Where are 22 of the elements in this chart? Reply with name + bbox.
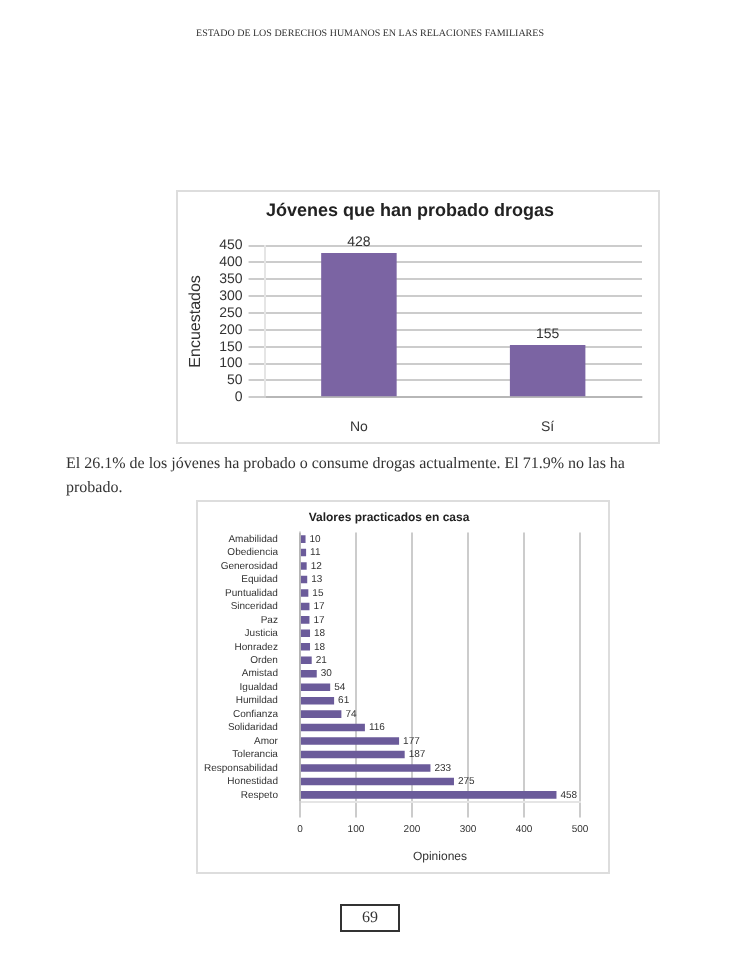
text: 69: [340, 904, 400, 932]
bar: [300, 629, 311, 638]
y-axis-title: Encuestados: [186, 275, 205, 368]
bar: [300, 616, 310, 624]
bar: [300, 562, 307, 570]
bar: [300, 696, 335, 705]
bar: [300, 535, 306, 543]
bar: [300, 548, 307, 557]
bar: [300, 750, 405, 759]
bar: [300, 683, 331, 691]
bar: [300, 723, 365, 732]
bar: [300, 669, 317, 678]
bar: [300, 589, 309, 597]
bar: [300, 777, 454, 786]
bar: [300, 737, 400, 745]
chart-title: Jóvenes que han probado drogas: [265, 199, 555, 220]
bar: [300, 791, 557, 799]
bar: [300, 656, 312, 665]
bar: [300, 643, 311, 651]
bar: [300, 764, 431, 772]
text: El 26.1% de los jóvenes ha probado o consume drogas actualmente. El 71.9% no las ha probado.: [66, 452, 627, 500]
bar: [300, 710, 342, 718]
